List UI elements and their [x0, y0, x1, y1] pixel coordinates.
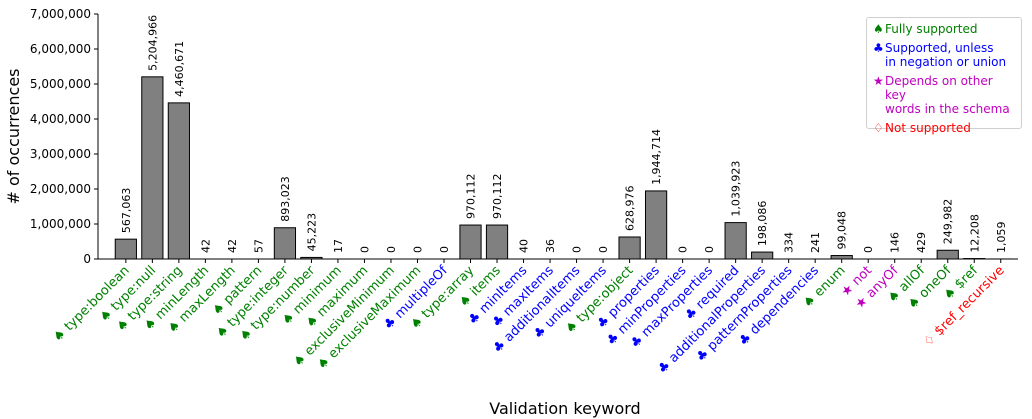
bar [830, 255, 853, 260]
bar [459, 224, 482, 260]
bar [936, 249, 959, 260]
diamond-icon: ♢ [873, 121, 884, 135]
y-tick-label: 6,000,000 [30, 42, 91, 56]
bar-value-label: 567,063 [120, 188, 133, 234]
bar-value-label: 970,112 [491, 174, 504, 220]
legend-label: Fully supported [885, 22, 978, 36]
legend-item-depends: ★ Depends on other key words in the sche… [873, 74, 1015, 116]
bar-value-label: 0 [703, 246, 716, 253]
legend-item-full: ♠ Fully supported [873, 22, 1015, 36]
bar-value-label: 1,059 [995, 221, 1008, 253]
y-tick-label: 0 [83, 252, 91, 266]
bar-value-label: 45,223 [305, 213, 318, 252]
club-icon: ♣ [873, 41, 884, 55]
bar [485, 224, 509, 260]
legend-item-none: ♢ Not supported [873, 121, 1015, 135]
bar [273, 227, 297, 260]
bar-value-label: 198,086 [756, 201, 769, 247]
bar-value-label: 628,976 [624, 185, 637, 231]
y-tick-label: 3,000,000 [30, 147, 91, 161]
bar-value-label: 0 [411, 246, 424, 253]
bar-value-label: 4,460,671 [173, 41, 186, 97]
bar-value-label: 1,944,714 [650, 129, 663, 185]
bar-value-label: 241 [809, 232, 822, 253]
bar-value-label: 893,023 [279, 176, 292, 222]
bar-value-label: 1,039,923 [730, 161, 743, 217]
legend-label: Not supported [885, 121, 971, 135]
legend: ♠ Fully supported ♣ Supported, unless in… [866, 17, 1022, 135]
star-icon: ★ [873, 74, 884, 88]
bar-value-label: 0 [438, 246, 451, 253]
bar-value-label: 36 [544, 239, 557, 253]
y-tick-label: 5,000,000 [30, 77, 91, 91]
bar-value-label: 0 [385, 246, 398, 253]
bar-value-label: 0 [677, 246, 690, 253]
y-tick-label: 4,000,000 [30, 112, 91, 126]
bar [618, 236, 641, 260]
bar [751, 251, 774, 260]
bar-value-label: 42 [199, 239, 212, 253]
y-tick-label: 7,000,000 [30, 7, 91, 21]
spade-icon: ♠ [873, 22, 884, 36]
bar-value-label: 146 [889, 232, 902, 253]
y-axis-label: # of occurrences [4, 68, 23, 204]
bar-value-label: 429 [915, 232, 928, 253]
bar-value-label: 42 [226, 239, 239, 253]
bar-value-label: 970,112 [465, 174, 478, 220]
bar [644, 190, 668, 260]
bar-value-label: 40 [518, 239, 531, 253]
bar-value-label: 57 [252, 239, 265, 253]
bar-value-label: 12,208 [968, 214, 981, 253]
x-axis-label: Validation keyword [489, 399, 640, 418]
bar-value-label: 0 [571, 246, 584, 253]
bar-value-label: 99,048 [836, 211, 849, 250]
bar-value-label: 5,204,966 [146, 15, 159, 71]
y-tick-label: 2,000,000 [30, 182, 91, 196]
bar [300, 256, 323, 260]
legend-label: Depends on other key words in the schema [885, 74, 1010, 116]
bar-value-label: 17 [332, 239, 345, 253]
bar-value-label: 0 [358, 246, 371, 253]
legend-item-unless: ♣ Supported, unless in negation or union [873, 41, 1015, 69]
bar [167, 102, 190, 260]
y-tick-label: 1,000,000 [30, 217, 91, 231]
bar [141, 76, 164, 260]
bar-value-label: 249,982 [942, 199, 955, 245]
bar-value-label: 0 [597, 246, 610, 253]
bar [724, 222, 747, 260]
bar-value-label: 334 [783, 232, 796, 253]
bar [114, 238, 137, 260]
bar-value-label: 0 [862, 246, 875, 253]
legend-label: Supported, unless in negation or union [885, 41, 1007, 69]
